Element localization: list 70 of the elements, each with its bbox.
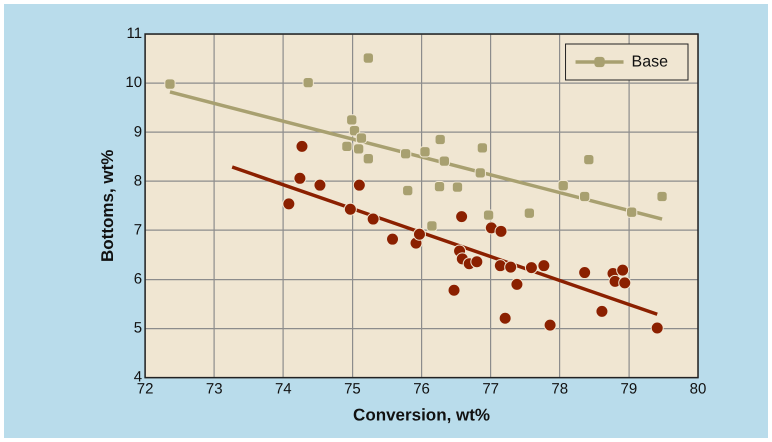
y-tick-label: 8 — [134, 172, 142, 190]
point — [618, 276, 632, 290]
point — [524, 208, 536, 219]
point — [455, 210, 468, 224]
x-tick-label: 76 — [413, 380, 430, 398]
point — [434, 181, 446, 192]
point — [386, 232, 400, 246]
point — [412, 228, 426, 241]
point — [282, 197, 296, 210]
point — [348, 125, 360, 136]
legend-label: Base — [632, 53, 668, 70]
point — [356, 132, 368, 144]
point — [656, 190, 668, 202]
x-tick-label: 78 — [551, 380, 568, 398]
x-tick-label: 73 — [206, 380, 223, 398]
point — [537, 259, 550, 272]
y-tick-label: 10 — [125, 74, 142, 92]
point — [494, 259, 507, 272]
y-tick-label: 5 — [134, 320, 142, 337]
point — [353, 143, 364, 155]
point — [616, 264, 630, 277]
point — [438, 155, 450, 167]
point — [650, 322, 664, 335]
point — [352, 178, 366, 192]
point — [470, 255, 484, 268]
y-axis-title: Bottoms, wt% — [98, 150, 117, 262]
point — [402, 184, 414, 196]
x-tick-label: 72 — [136, 380, 154, 398]
point — [524, 261, 538, 274]
point — [313, 178, 326, 192]
x-tick-label: 75 — [344, 380, 361, 398]
x-tick-label: 74 — [274, 380, 292, 398]
point — [434, 134, 446, 146]
point — [494, 224, 508, 238]
x-tick-label: 79 — [620, 380, 638, 398]
point — [344, 202, 357, 216]
point — [578, 266, 592, 280]
point — [626, 206, 638, 218]
point — [366, 212, 380, 226]
point — [295, 140, 308, 153]
x-axis-title: Conversion, wt% — [353, 405, 490, 424]
point — [448, 284, 461, 297]
point — [474, 167, 486, 179]
y-tick-label: 9 — [134, 123, 142, 140]
point — [400, 148, 412, 160]
point — [426, 220, 438, 232]
x-tick-label: 80 — [690, 380, 706, 398]
x-tick-label: 77 — [482, 380, 499, 398]
point — [504, 260, 518, 274]
point — [558, 180, 569, 192]
point — [302, 76, 314, 88]
point — [583, 154, 594, 166]
point — [419, 146, 431, 158]
point — [482, 209, 494, 221]
point — [293, 172, 306, 185]
point — [346, 114, 358, 126]
point — [498, 312, 512, 325]
point — [341, 140, 353, 152]
y-tick-label: 11 — [126, 25, 142, 42]
point — [164, 78, 176, 90]
point — [510, 278, 524, 291]
point — [452, 182, 464, 193]
y-tick-label: 6 — [134, 270, 142, 288]
point — [362, 52, 374, 64]
point — [544, 318, 557, 332]
point — [362, 153, 374, 164]
point — [476, 142, 488, 154]
y-tick-label: 7 — [134, 221, 142, 238]
point — [595, 304, 608, 318]
point — [579, 190, 590, 202]
